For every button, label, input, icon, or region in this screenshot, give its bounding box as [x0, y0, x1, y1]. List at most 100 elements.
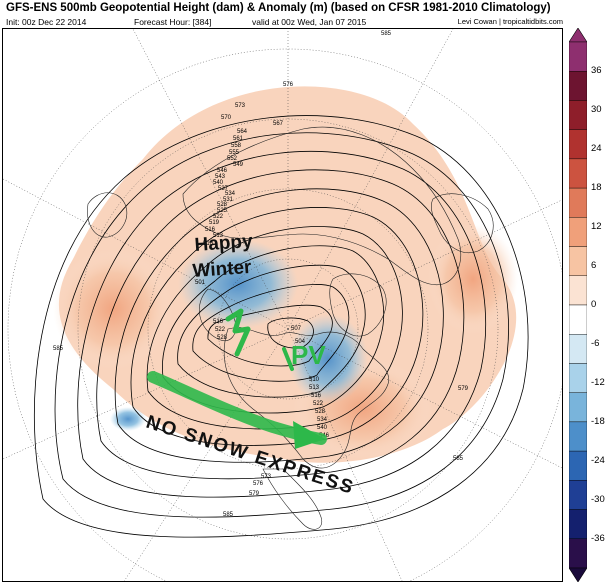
valid-time: valid at 00z Wed, Jan 07 2015	[252, 17, 367, 27]
contour-label-543: 543	[215, 174, 226, 180]
contour-label-534-c: 534	[317, 417, 328, 423]
contour-label-555: 555	[229, 150, 240, 156]
contour-label-516-c: 516	[311, 393, 322, 399]
map-panel: 585 579 585 576 573 570 567 564 561 558 …	[2, 28, 563, 582]
contour-label-579: 579	[458, 386, 469, 392]
colorbar-box	[569, 480, 587, 510]
contour-label-510: 510	[203, 241, 214, 247]
colorbar-box	[569, 509, 587, 539]
contour-label-582: 585	[223, 512, 234, 518]
colorbar-box	[569, 450, 587, 481]
negative-anomaly-baffin	[288, 314, 368, 404]
colorbar-box	[569, 421, 587, 452]
contour-label-576-b: 576	[253, 481, 264, 487]
colorbar-tick-label: 36	[591, 65, 602, 77]
alaska-coast	[199, 288, 236, 341]
contour-label-522-c: 522	[313, 401, 324, 407]
colorbar-box	[569, 158, 587, 189]
colorbar-box	[569, 217, 587, 247]
colorbar-box	[569, 187, 587, 218]
greenland-coast	[329, 273, 387, 337]
colorbar-box	[569, 71, 587, 101]
colorbar-tick-label: 18	[591, 182, 602, 194]
colorbar-tick-label: 12	[591, 221, 602, 233]
colorbar-box	[569, 538, 587, 569]
colorbar-tick-label: -18	[591, 415, 605, 427]
contour-label-507: 507	[291, 326, 302, 332]
colorbar-tick-label: -30	[591, 493, 605, 505]
contour-label-513: 513	[213, 233, 224, 239]
annotation-green-arrowhead	[293, 421, 325, 449]
contour-label-558: 558	[231, 143, 242, 149]
contour-label-564: 564	[237, 129, 248, 135]
negative-anomaly-pacific	[110, 407, 146, 431]
contour-label-537: 537	[218, 186, 229, 192]
colorbar-top-cap	[569, 28, 587, 43]
negative-anomaly-siberia	[178, 239, 298, 329]
colorbar-tick-label: -24	[591, 454, 605, 466]
colorbar-boxes	[569, 41, 587, 569]
contour-label-585: 585	[53, 346, 64, 352]
colorbar-box	[569, 363, 587, 393]
colorbar-tick-label: -36	[591, 532, 605, 544]
anomaly-shading	[53, 86, 518, 463]
contour-label-522: 522	[213, 214, 224, 220]
colorbar-box	[569, 246, 587, 276]
colorbar-box	[569, 129, 587, 160]
contour-label-573-b: 573	[261, 474, 272, 480]
contour-label-522-b: 522	[215, 327, 226, 333]
latlon-grid	[3, 29, 562, 581]
colorbar-box	[569, 334, 587, 364]
colorbar-box	[569, 392, 587, 423]
height-contours	[34, 115, 529, 538]
contour-label-525: 525	[217, 208, 228, 214]
contour-label-552: 552	[227, 156, 238, 162]
contour-label-519: 519	[209, 220, 220, 226]
annotation-pv-bar	[282, 347, 294, 371]
credit-text: Levi Cowan | tropicaltidbits.com	[457, 17, 563, 26]
colorbar-box	[569, 41, 587, 72]
contour-label-516-b: 516	[213, 319, 224, 325]
colorbar-tick-label: 24	[591, 143, 602, 155]
contour-label-504: 504	[295, 339, 306, 345]
colorbar-box	[569, 304, 587, 335]
colorbar-box	[569, 275, 587, 306]
contour-label-534: 534	[225, 191, 236, 197]
annotation-happy: Happy	[194, 231, 254, 256]
init-time: Init: 00z Dec 22 2014	[6, 17, 87, 27]
europe-coast	[430, 193, 494, 254]
contour-label-540-c: 540	[317, 425, 328, 431]
colorbar-tick-label: 30	[591, 104, 602, 116]
contour-label-570: 570	[221, 115, 232, 121]
annotation-winter: Winter	[192, 257, 253, 282]
contour-label-549: 549	[233, 162, 244, 168]
contour-label-561: 561	[233, 136, 244, 142]
contour-label-576: 576	[283, 82, 294, 88]
colorbar-bottom-cap	[569, 567, 587, 582]
contour-label-573: 573	[235, 103, 246, 109]
annotation-pv: PV	[291, 340, 326, 370]
contour-label-585-top: 585	[381, 31, 392, 37]
annotation-green-arrow-small	[225, 308, 251, 357]
contour-label-585-se: 585	[453, 456, 464, 462]
colorbar-tick-label: 6	[591, 260, 597, 272]
colorbar-tick-label: 0	[591, 299, 597, 310]
contour-label-546: 546	[217, 168, 228, 174]
forecast-hour: Forecast Hour: [384]	[134, 17, 212, 27]
india-coast	[87, 192, 128, 238]
positive-anomaly-atlantic	[428, 224, 518, 334]
contour-label-540: 540	[213, 180, 224, 186]
colorbar-box	[569, 100, 587, 130]
contour-label-567: 567	[273, 121, 284, 127]
eurasia-coast	[182, 126, 462, 286]
colorbar-tick-label: -12	[591, 376, 605, 388]
contour-label-528-c: 528	[315, 409, 326, 415]
contour-label-531: 531	[223, 197, 234, 203]
contour-label-501: 501	[195, 280, 206, 286]
map-title: GFS-ENS 500mb Geopotential Height (dam) …	[6, 2, 551, 14]
mexico-coast	[262, 468, 323, 530]
map-svg: 585 579 585 576 573 570 567 564 561 558 …	[3, 29, 562, 581]
contour-label-513-b: 513	[309, 385, 320, 391]
contour-label-510-b: 510	[309, 377, 320, 383]
contour-label-528: 528	[217, 202, 228, 208]
